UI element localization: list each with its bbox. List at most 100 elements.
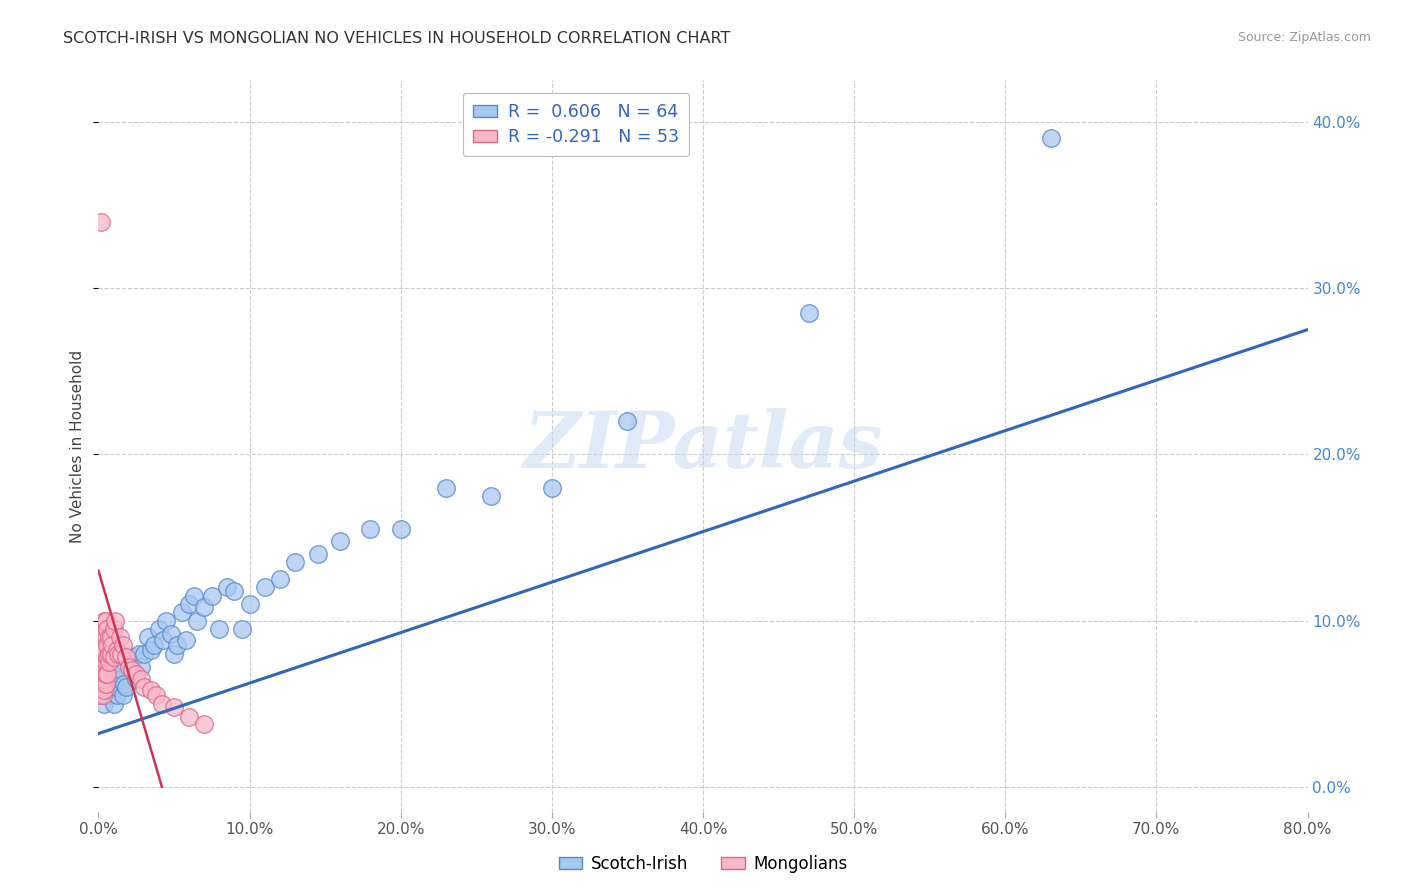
Point xyxy=(89,689,111,703)
Point xyxy=(1039,131,1062,145)
Point xyxy=(179,597,201,611)
Point xyxy=(108,630,131,644)
Point xyxy=(389,522,412,536)
Point xyxy=(98,655,121,669)
Text: SCOTCH-IRISH VS MONGOLIAN NO VEHICLES IN HOUSEHOLD CORRELATION CHART: SCOTCH-IRISH VS MONGOLIAN NO VEHICLES IN… xyxy=(63,31,731,46)
Legend: Scotch-Irish, Mongolians: Scotch-Irish, Mongolians xyxy=(553,848,853,880)
Point xyxy=(125,666,148,681)
Point xyxy=(166,639,188,653)
Point xyxy=(90,214,112,228)
Point xyxy=(96,683,118,698)
Point xyxy=(107,660,129,674)
Point xyxy=(94,614,117,628)
Point xyxy=(284,555,307,569)
Point xyxy=(90,672,112,686)
Point xyxy=(94,655,117,669)
Point xyxy=(91,676,114,690)
Point xyxy=(94,680,117,694)
Point xyxy=(179,710,201,724)
Point xyxy=(98,680,121,694)
Point xyxy=(94,666,117,681)
Point xyxy=(96,622,118,636)
Point xyxy=(91,643,114,657)
Point xyxy=(481,489,503,503)
Point xyxy=(91,650,114,665)
Point xyxy=(121,664,143,678)
Text: Source: ZipAtlas.com: Source: ZipAtlas.com xyxy=(1237,31,1371,45)
Point xyxy=(170,605,193,619)
Point xyxy=(93,614,115,628)
Point xyxy=(193,600,215,615)
Point xyxy=(101,639,124,653)
Point xyxy=(201,589,224,603)
Point xyxy=(93,697,115,711)
Point xyxy=(93,660,115,674)
Point xyxy=(96,650,118,665)
Point xyxy=(100,664,122,678)
Point xyxy=(121,664,143,678)
Point xyxy=(98,689,121,703)
Point xyxy=(145,689,167,703)
Point xyxy=(105,680,128,694)
Point xyxy=(125,672,148,686)
Point xyxy=(253,580,276,594)
Text: ZIPatlas: ZIPatlas xyxy=(523,408,883,484)
Point xyxy=(103,622,125,636)
Point xyxy=(136,630,159,644)
Point xyxy=(94,630,117,644)
Point xyxy=(150,697,173,711)
Point xyxy=(148,622,170,636)
Point xyxy=(193,716,215,731)
Y-axis label: No Vehicles in Household: No Vehicles in Household xyxy=(70,350,86,542)
Point xyxy=(186,614,208,628)
Point xyxy=(360,522,382,536)
Point xyxy=(105,689,128,703)
Point xyxy=(104,614,127,628)
Point xyxy=(141,683,163,698)
Point xyxy=(96,666,118,681)
Point xyxy=(163,700,186,714)
Point xyxy=(104,672,127,686)
Point xyxy=(98,630,121,644)
Point xyxy=(231,622,253,636)
Point xyxy=(89,683,111,698)
Point xyxy=(132,647,155,661)
Point xyxy=(434,481,457,495)
Point xyxy=(163,647,186,661)
Point xyxy=(160,627,183,641)
Point xyxy=(100,630,122,644)
Point xyxy=(108,672,131,686)
Point xyxy=(96,639,118,653)
Point xyxy=(111,689,134,703)
Point xyxy=(93,683,115,698)
Point xyxy=(208,622,231,636)
Point xyxy=(101,680,124,694)
Point xyxy=(100,672,122,686)
Point xyxy=(107,647,129,661)
Point xyxy=(616,414,638,428)
Point xyxy=(98,647,121,661)
Point xyxy=(112,676,135,690)
Point xyxy=(105,643,128,657)
Point xyxy=(174,633,197,648)
Point xyxy=(94,672,117,686)
Point xyxy=(94,676,117,690)
Point xyxy=(110,664,132,678)
Legend: R =  0.606   N = 64, R = -0.291   N = 53: R = 0.606 N = 64, R = -0.291 N = 53 xyxy=(463,93,689,156)
Point xyxy=(91,689,114,703)
Point xyxy=(110,647,132,661)
Point xyxy=(269,572,291,586)
Point xyxy=(100,647,122,661)
Point xyxy=(540,481,562,495)
Point xyxy=(89,675,111,690)
Point xyxy=(129,660,152,674)
Point xyxy=(155,614,177,628)
Point xyxy=(96,676,118,690)
Point xyxy=(183,589,205,603)
Point xyxy=(128,647,150,661)
Point xyxy=(141,643,163,657)
Point xyxy=(93,672,115,686)
Point xyxy=(129,672,152,686)
Point xyxy=(114,650,136,665)
Point xyxy=(215,580,238,594)
